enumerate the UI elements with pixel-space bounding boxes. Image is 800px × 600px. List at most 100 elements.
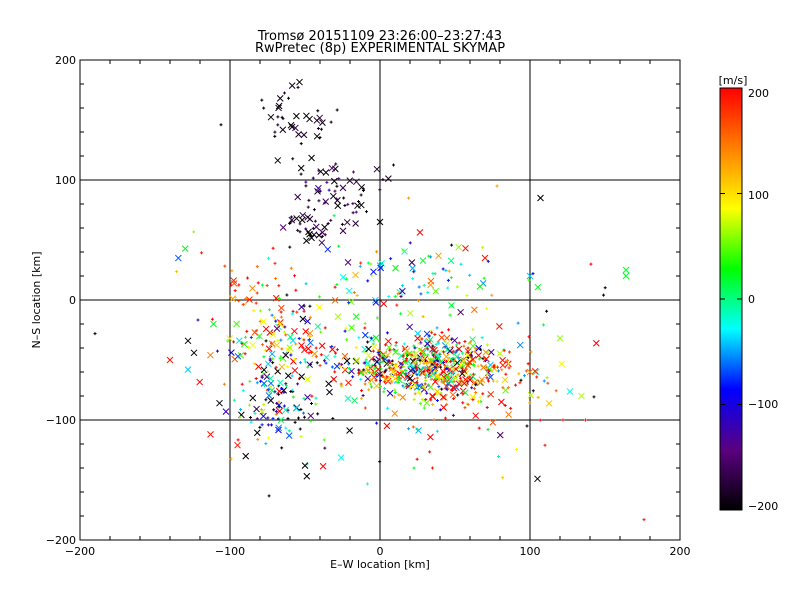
data-point <box>447 257 455 265</box>
data-point <box>240 342 244 346</box>
data-point <box>200 251 204 255</box>
data-point <box>219 123 223 127</box>
data-point <box>334 197 338 201</box>
colorbar-tick-label: 0 <box>748 293 755 306</box>
data-point <box>277 392 281 396</box>
data-point <box>393 388 397 392</box>
data-point <box>253 429 261 437</box>
data-point <box>455 345 463 353</box>
data-point <box>360 389 364 393</box>
data-point <box>301 346 308 354</box>
data-point <box>419 292 423 296</box>
data-point <box>455 285 459 289</box>
data-point <box>432 287 440 295</box>
data-point <box>273 261 277 265</box>
data-point <box>306 329 314 337</box>
data-point <box>282 330 286 334</box>
data-point <box>444 339 451 347</box>
data-point <box>448 302 455 309</box>
data-point <box>387 294 391 298</box>
data-point <box>415 381 419 385</box>
data-point <box>342 196 346 200</box>
data-point <box>408 241 412 245</box>
data-point <box>244 335 248 339</box>
data-point <box>298 373 306 381</box>
data-point <box>257 335 261 339</box>
data-point <box>457 308 464 316</box>
data-point <box>291 395 295 399</box>
data-point <box>409 264 416 272</box>
data-point <box>299 434 303 438</box>
data-point <box>426 353 430 357</box>
data-point <box>322 169 330 176</box>
data-point <box>376 262 384 269</box>
data-point <box>304 360 308 364</box>
data-point <box>384 368 388 372</box>
data-point <box>297 164 305 172</box>
data-point <box>399 287 406 295</box>
data-point <box>436 341 440 345</box>
data-point <box>291 367 299 374</box>
data-point <box>450 363 454 367</box>
data-point <box>381 372 385 376</box>
data-point <box>264 442 268 446</box>
data-point <box>399 394 407 401</box>
data-point <box>473 350 477 354</box>
data-point <box>334 313 342 321</box>
data-point <box>422 386 426 390</box>
data-point <box>266 436 270 440</box>
data-point <box>351 375 355 379</box>
data-point <box>339 184 347 192</box>
data-point <box>394 363 398 367</box>
data-point <box>286 364 290 368</box>
colorbar-ticks <box>720 87 742 511</box>
data-point <box>174 254 182 262</box>
data-point <box>343 357 351 365</box>
colorbar-unit-label: [m/s] <box>719 74 748 87</box>
data-point <box>554 389 558 393</box>
data-point <box>237 299 241 303</box>
data-point <box>352 220 359 227</box>
data-point <box>316 109 320 113</box>
data-point <box>307 412 315 420</box>
data-point <box>429 377 433 381</box>
data-point <box>418 392 422 396</box>
data-point <box>441 394 448 401</box>
data-point <box>280 115 284 119</box>
data-point <box>424 373 428 377</box>
data-point <box>276 339 280 343</box>
data-point <box>289 337 297 344</box>
data-point <box>310 394 314 398</box>
data-point <box>228 349 235 357</box>
data-point <box>378 188 382 192</box>
data-point <box>278 363 286 371</box>
data-point <box>284 382 288 386</box>
data-point <box>343 329 347 333</box>
data-point <box>418 359 422 363</box>
data-point <box>260 283 264 287</box>
data-point <box>266 389 270 393</box>
data-point <box>306 365 310 369</box>
data-point <box>255 363 262 371</box>
data-point <box>416 229 424 236</box>
data-point <box>234 352 242 360</box>
data-point <box>426 369 430 373</box>
data-point <box>457 341 461 345</box>
data-point <box>284 384 288 388</box>
data-point <box>522 374 526 378</box>
data-point <box>357 371 361 375</box>
data-point <box>331 296 339 304</box>
data-point <box>308 154 315 162</box>
data-point <box>243 302 247 306</box>
data-point <box>239 408 243 412</box>
data-point <box>313 219 317 223</box>
data-point <box>284 333 288 337</box>
data-point <box>431 378 439 386</box>
data-point <box>529 350 533 354</box>
data-point <box>422 354 426 358</box>
data-point <box>527 278 531 282</box>
data-point <box>466 402 470 406</box>
data-point <box>339 227 347 235</box>
data-point <box>280 386 284 390</box>
data-point <box>335 348 339 352</box>
